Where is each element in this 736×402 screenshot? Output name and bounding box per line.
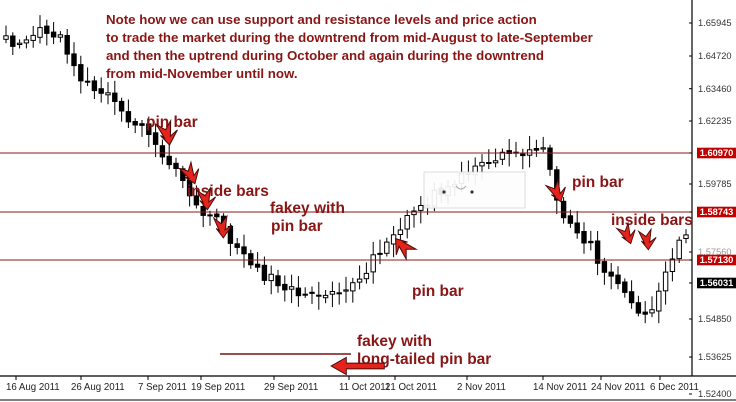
svg-text:pin bar: pin bar	[146, 114, 198, 131]
svg-text:1.56031: 1.56031	[700, 278, 734, 288]
svg-text:pin bar: pin bar	[271, 218, 323, 235]
svg-text:from mid-November until now.: from mid-November until now.	[106, 66, 298, 81]
svg-text:fakey with: fakey with	[357, 333, 432, 350]
svg-text:inside bars: inside bars	[611, 212, 693, 229]
svg-text:1.65945: 1.65945	[698, 18, 732, 28]
svg-text:7 Sep 2011: 7 Sep 2011	[138, 382, 187, 393]
svg-text:21 Oct 2011: 21 Oct 2011	[385, 382, 437, 393]
svg-text:and then the uptrend during Oc: and then the uptrend during October and …	[106, 48, 544, 63]
svg-text:pin bar: pin bar	[412, 283, 464, 300]
svg-text:14 Nov 2011: 14 Nov 2011	[533, 382, 587, 393]
svg-text:1.52400: 1.52400	[698, 389, 732, 399]
svg-text:Note how we can use support an: Note how we can use support and resistan…	[106, 12, 537, 27]
svg-text:24 Nov 2011: 24 Nov 2011	[591, 382, 645, 393]
svg-text:1.60970: 1.60970	[700, 148, 734, 158]
svg-text:1.62235: 1.62235	[698, 116, 732, 126]
svg-text:26 Aug 2011: 26 Aug 2011	[71, 382, 125, 393]
svg-text:fakey with: fakey with	[270, 200, 345, 217]
svg-text:1.53625: 1.53625	[698, 352, 732, 362]
svg-text:11 Oct 2011: 11 Oct 2011	[339, 382, 390, 393]
svg-text:29 Sep 2011: 29 Sep 2011	[264, 382, 318, 393]
svg-text:to trade the market during the: to trade the market during the downtrend…	[106, 30, 593, 45]
svg-text:pin bar: pin bar	[572, 174, 624, 191]
svg-text:6 Dec 2011: 6 Dec 2011	[650, 382, 699, 393]
svg-text:1.57130: 1.57130	[700, 255, 734, 265]
svg-text:1.59785: 1.59785	[698, 179, 732, 189]
svg-text:19 Sep 2011: 19 Sep 2011	[191, 382, 245, 393]
svg-text:1.64720: 1.64720	[698, 51, 732, 61]
svg-text:16 Aug 2011: 16 Aug 2011	[6, 382, 60, 393]
svg-text:2 Nov 2011: 2 Nov 2011	[457, 382, 506, 393]
svg-text:1.54850: 1.54850	[698, 314, 732, 324]
svg-text:1.63460: 1.63460	[698, 84, 732, 94]
svg-text:1.58743: 1.58743	[700, 207, 734, 217]
